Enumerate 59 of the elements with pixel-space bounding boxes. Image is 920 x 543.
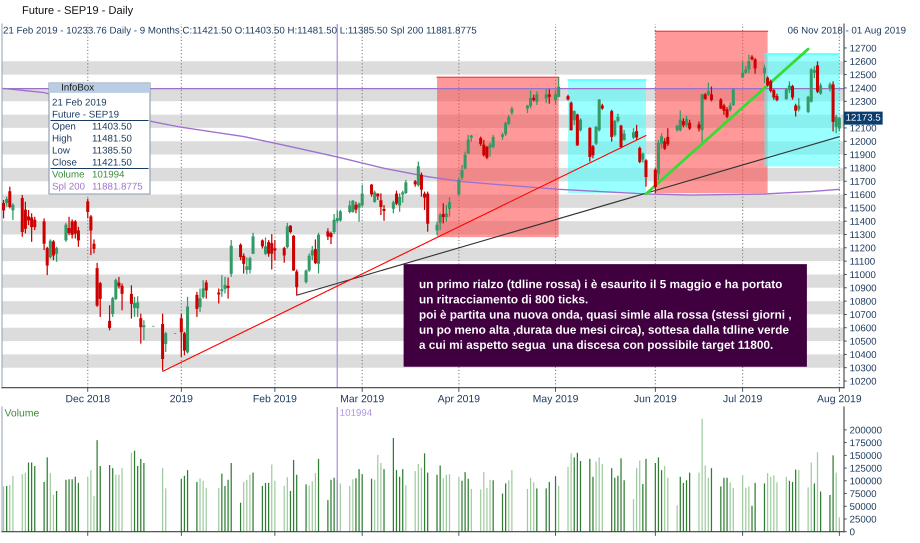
chart-title: Future - SEP19 - Daily <box>22 6 134 16</box>
y-tick-label: 125000 <box>850 464 882 472</box>
y-tick-label: 10900 <box>850 284 876 292</box>
y-tick-label: 12100 <box>850 124 876 132</box>
y-tick-label: 12300 <box>850 98 876 105</box>
y-tick-label: 200000 <box>850 426 882 434</box>
x-tick-label: Apr 2019 <box>438 394 480 404</box>
annotation: Volume 101994 <box>52 170 124 178</box>
y-tick-label: 11200 <box>850 244 876 252</box>
annotation: un primo rialzo (tdline rossa) i è esaurito il 5 maggio e ha portato un ritracciamento di 800 ticks. poi è partita una nuova onda, quasi simle alla rossa (stessi giorni , un po meno alta ,durata due mesi circa), sottesa dalla tdline verde a cui mi aspetto segua una discesa con possibile target 11800. <box>419 280 791 352</box>
y-tick-label: 11800 <box>850 164 876 172</box>
y-tick-label: 10400 <box>850 351 876 358</box>
annotation: 21 Feb 2019 <box>52 98 106 106</box>
y-tick-label: 11900 <box>850 151 876 158</box>
y-tick-label: 10500 <box>850 338 876 345</box>
text: Low 11385.50 <box>52 146 132 154</box>
y-tick-label: 11400 <box>850 218 876 225</box>
y-tick-label: 10700 <box>850 311 876 318</box>
y-tick-label: 75000 <box>850 490 876 498</box>
x-tick-label: Jun 2019 <box>634 394 676 402</box>
y-tick-label: 12400 <box>850 84 876 92</box>
annotation: Future - SEP19 <box>52 110 119 118</box>
x-tick-label: Mar 2019 <box>341 394 384 402</box>
y-tick-label: 11000 <box>850 271 876 278</box>
x-tick-label: 2019 <box>170 394 192 402</box>
chart-title: Volume <box>4 408 39 417</box>
y-tick-label: 0 <box>850 528 855 536</box>
x-tick-label: Feb 2019 <box>254 394 296 402</box>
y-tick-label: 11100 <box>850 258 875 265</box>
y-tick-label: 12500 <box>850 71 876 78</box>
y-tick-label: 11300 <box>850 231 876 238</box>
y-tick-label: 10800 <box>850 298 876 305</box>
y-tick-label: 11500 <box>850 204 876 212</box>
text: Close 11421.50 <box>52 158 132 166</box>
y-tick-label: 25000 <box>850 516 876 523</box>
text: High 11481.50 <box>52 134 132 144</box>
text: InfoBox <box>62 83 94 91</box>
annotation: 06 Nov 2018 - 01 Aug 2019 <box>788 26 906 36</box>
y-tick-label: 50000 <box>850 502 876 510</box>
y-tick-label: 11600 <box>850 191 876 198</box>
y-tick-label: 150000 <box>850 452 882 459</box>
y-tick-label: 175000 <box>850 439 882 446</box>
x-tick-label: Dec 2018 <box>66 394 110 402</box>
annotation: Spl 200 11881.8775 <box>52 182 142 192</box>
y-tick-label: 11700 <box>850 178 876 185</box>
y-tick-label: 12600 <box>850 58 876 65</box>
y-tick-label: 10300 <box>850 364 876 372</box>
y-tick-label: 10600 <box>850 324 876 332</box>
chart-subtitle: 21 Feb 2019 - 10233.76 Daily - 9 Months C:11421.50 O:11403.50 H:11481.50 L:11385.50 Spl 200 11881.8775 <box>3 26 476 36</box>
y-tick-label: 100000 <box>850 478 882 484</box>
y-tick-label: 10200 <box>850 378 876 385</box>
y-tick-label: 12700 <box>850 44 876 52</box>
text: Open 11403.50 <box>52 122 132 132</box>
x-tick-label: Jul 2019 <box>723 394 762 402</box>
x-tick-label: Aug 2019 <box>817 394 862 404</box>
annotation: 101994 <box>340 409 372 416</box>
annotation: 12173.5 <box>846 114 880 121</box>
x-tick-label: May 2019 <box>534 394 578 404</box>
y-tick-label: 12000 <box>850 138 876 145</box>
